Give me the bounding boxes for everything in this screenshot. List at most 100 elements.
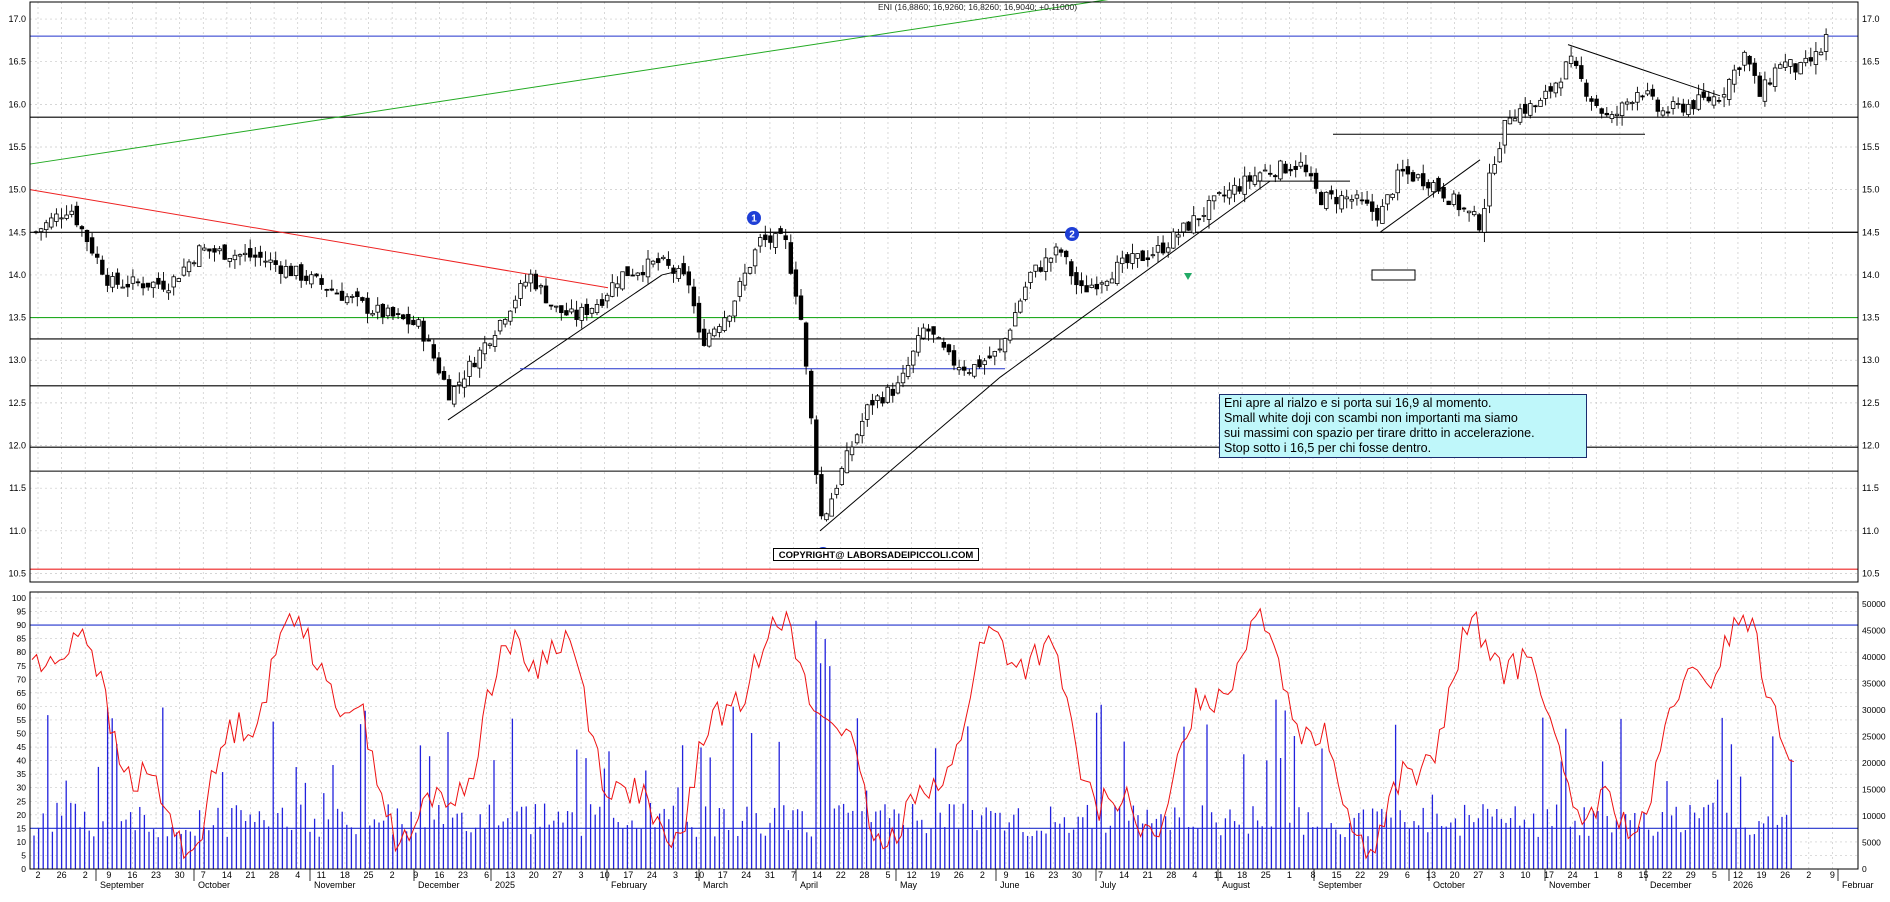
candle-body: [400, 314, 406, 320]
candle-body: [406, 313, 411, 325]
candle-body: [1150, 254, 1156, 257]
candle-body: [1400, 168, 1405, 172]
x-month-label: August: [1222, 880, 1251, 890]
candle-body: [1426, 182, 1431, 189]
candle-body: [1701, 91, 1706, 98]
candle-body: [1747, 55, 1752, 65]
candle-body: [462, 378, 467, 388]
candle-body: [349, 295, 355, 298]
candle-body: [1181, 222, 1186, 233]
candle-body: [1344, 196, 1349, 200]
candle-body: [554, 305, 559, 308]
x-day-tick-label: 23: [151, 870, 161, 880]
candle-body: [1466, 210, 1472, 214]
x-day-tick-label: 9: [1830, 870, 1835, 880]
candle-body: [145, 282, 151, 288]
osc-tick-label: 30: [17, 783, 27, 793]
x-day-tick-label: 16: [127, 870, 137, 880]
x-day-tick-label: 3: [673, 870, 678, 880]
candle-body: [1115, 261, 1120, 284]
candle-body: [951, 350, 957, 366]
volume-tick-label: 15000: [1862, 785, 1886, 795]
x-day-tick-label: 5: [885, 870, 890, 880]
candle-body: [1451, 193, 1456, 205]
osc-tick-label: 20: [17, 810, 27, 820]
candle-body: [890, 388, 895, 396]
candle-body: [1028, 271, 1033, 283]
candle-body: [1421, 173, 1426, 187]
candle-body: [936, 337, 941, 339]
candle-body: [1548, 86, 1553, 92]
analysis-annotation: Eni apre al rialzo e si porta sui 16,9 a…: [1219, 394, 1587, 458]
candle-body: [314, 273, 319, 277]
candle-body: [1120, 257, 1125, 265]
volume-tick-label: 10000: [1862, 811, 1886, 821]
trendline: [29, 0, 1109, 165]
candle-body: [324, 288, 329, 291]
candle-body: [1125, 254, 1130, 264]
candle-body: [1298, 161, 1303, 167]
marker-number: 1: [751, 214, 757, 225]
candle-body: [1380, 205, 1385, 224]
candle-body: [1594, 98, 1599, 106]
candle-body: [758, 237, 763, 247]
candle-body: [1823, 34, 1829, 52]
candlesticks: [33, 28, 1829, 522]
candle-body: [701, 328, 707, 346]
candle-body: [722, 317, 727, 331]
candle-body: [1211, 195, 1217, 202]
candle-body: [217, 248, 222, 252]
candle-body: [1324, 191, 1329, 209]
candle-body: [1721, 94, 1727, 98]
candle-body: [79, 226, 85, 230]
candle-body: [375, 304, 380, 313]
candle-body: [1778, 64, 1783, 69]
candle-body: [742, 272, 748, 286]
candle-body: [1018, 300, 1023, 313]
volume-bars: [33, 620, 1792, 869]
candle-body: [1176, 234, 1181, 238]
candle-body: [1436, 177, 1441, 192]
candle-body: [1099, 282, 1105, 285]
y-tick-label-right: 13.0: [1862, 355, 1880, 365]
candle-body: [1461, 207, 1467, 210]
candle-body: [676, 268, 681, 279]
x-month-label: November: [314, 880, 356, 890]
candle-body: [273, 260, 278, 265]
candle-body: [900, 372, 906, 384]
candle-body: [436, 357, 442, 374]
candle-body: [630, 274, 635, 277]
candle-body: [370, 312, 375, 316]
candle-body: [395, 313, 401, 315]
candle-body: [1313, 172, 1319, 189]
volume-panel-frame: [29, 591, 1859, 870]
osc-tick-label: 45: [17, 742, 27, 752]
candle-body: [946, 344, 952, 353]
candle-body: [329, 288, 334, 291]
candle-body: [1293, 166, 1298, 170]
candle-body: [1262, 169, 1268, 172]
candle-body: [1364, 199, 1370, 204]
x-day-tick-label: 27: [1473, 870, 1483, 880]
candle-body: [54, 213, 59, 222]
candle-body: [207, 248, 212, 252]
x-day-tick-label: 24: [741, 870, 751, 880]
candle-body: [1472, 211, 1477, 216]
candle-body: [1385, 194, 1390, 205]
candle-body: [1568, 55, 1574, 64]
x-day-tick-label: 3: [579, 870, 584, 880]
volume-tick-label: 35000: [1862, 679, 1886, 689]
candle-body: [1808, 57, 1813, 62]
candle-body: [793, 269, 799, 297]
candle-body: [44, 222, 49, 231]
candle-body: [1283, 163, 1288, 174]
chart-title: ENI (16,8860; 16,9260; 16,8260; 16,9040;…: [878, 2, 1078, 12]
candle-body: [1681, 103, 1686, 113]
candle-body: [635, 272, 640, 276]
candle-body: [268, 259, 273, 263]
x-day-tick-label: 13: [505, 870, 515, 880]
candle-body: [1563, 61, 1569, 80]
candle-body: [1227, 189, 1232, 199]
osc-tick-label: 80: [17, 647, 27, 657]
x-day-tick-label: 6: [484, 870, 489, 880]
